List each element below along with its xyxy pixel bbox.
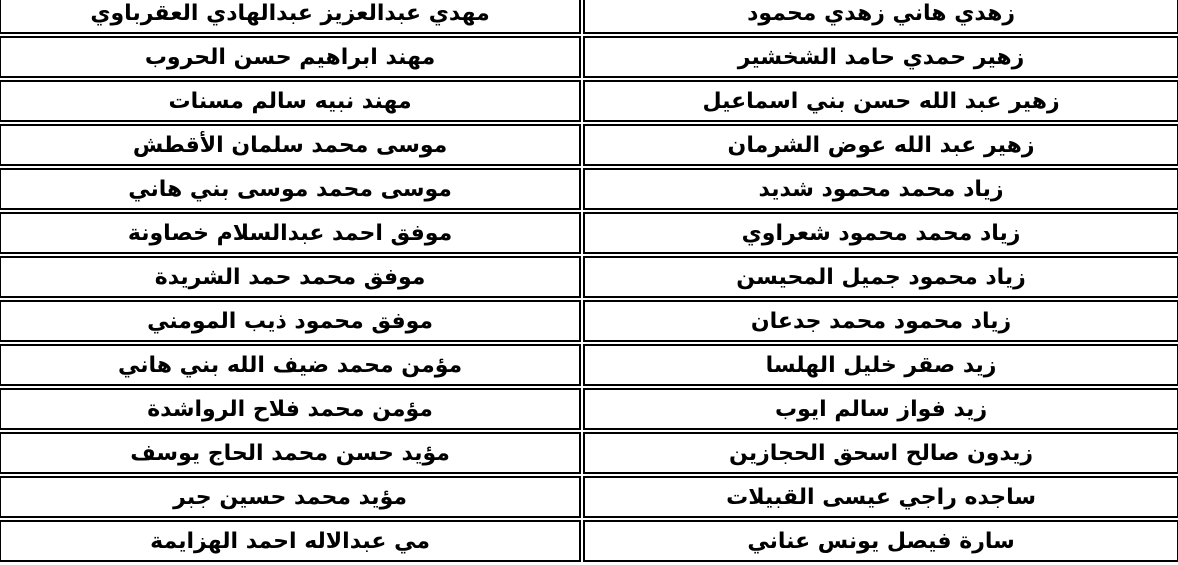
name-cell: زيد فواز سالم ايوب [583,388,1178,430]
name-cell: مهند نبيه سالم مسنات [0,80,582,122]
name-cell: ساجده راجي عيسى القبيلات [583,476,1178,518]
table-row: زيد فواز سالم ايوب مؤمن محمد فلاح الرواش… [0,388,1178,430]
name-cell: مؤمن محمد ضيف الله بني هاني [0,344,582,386]
name-cell: مؤيد حسن محمد الحاج يوسف [0,432,582,474]
name-cell: زياد محمد محمود شديد [583,168,1178,210]
name-cell: زهير حمدي حامد الشخشير [583,36,1178,78]
table-row: زهدي هاني زهدي محمود مهدي عبدالعزيز عبدا… [0,0,1178,34]
name-cell: مهدي عبدالعزيز عبدالهادي العقرباوي [0,0,582,34]
name-cell: زهير عبد الله عوض الشرمان [583,124,1178,166]
table-row: ساجده راجي عيسى القبيلات مؤيد محمد حسين … [0,476,1178,518]
table-row: زهير عبد الله حسن بني اسماعيل مهند نبيه … [0,80,1178,122]
table-row: زهير عبد الله عوض الشرمان موسى محمد سلما… [0,124,1178,166]
name-cell: زهير عبد الله حسن بني اسماعيل [583,80,1178,122]
name-cell: مي عبدالاله احمد الهزايمة [0,520,582,562]
table-row: زياد محمد محمود شديد موسى محمد موسى بني … [0,168,1178,210]
name-cell: زياد محمود جميل المحيسن [583,256,1178,298]
name-cell: موسى محمد سلمان الأقطش [0,124,582,166]
name-cell: زيدون صالح اسحق الحجازين [583,432,1178,474]
name-cell: مؤيد محمد حسين جبر [0,476,582,518]
table-row: زياد محمود محمد جدعان موفق محمود ذيب الم… [0,300,1178,342]
name-cell: موفق محمود ذيب المومني [0,300,582,342]
table-row: سارة فيصل يونس عناني مي عبدالاله احمد ال… [0,520,1178,562]
name-cell: زيد صقر خليل الهلسا [583,344,1178,386]
table-row: زهير حمدي حامد الشخشير مهند ابراهيم حسن … [0,36,1178,78]
name-cell: موفق محمد حمد الشريدة [0,256,582,298]
name-cell: موسى محمد موسى بني هاني [0,168,582,210]
name-cell: مؤمن محمد فلاح الرواشدة [0,388,582,430]
name-cell: مهند ابراهيم حسن الحروب [0,36,582,78]
name-cell: زياد محمود محمد جدعان [583,300,1178,342]
name-cell: سارة فيصل يونس عناني [583,520,1178,562]
table-row: زياد محمد محمود شعراوي موفق احمد عبدالسل… [0,212,1178,254]
table-row: زياد محمود جميل المحيسن موفق محمد حمد ال… [0,256,1178,298]
table-row: زيدون صالح اسحق الحجازين مؤيد حسن محمد ا… [0,432,1178,474]
table-row: زيد صقر خليل الهلسا مؤمن محمد ضيف الله ب… [0,344,1178,386]
name-cell: زهدي هاني زهدي محمود [583,0,1178,34]
name-cell: زياد محمد محمود شعراوي [583,212,1178,254]
name-cell: موفق احمد عبدالسلام خصاونة [0,212,582,254]
